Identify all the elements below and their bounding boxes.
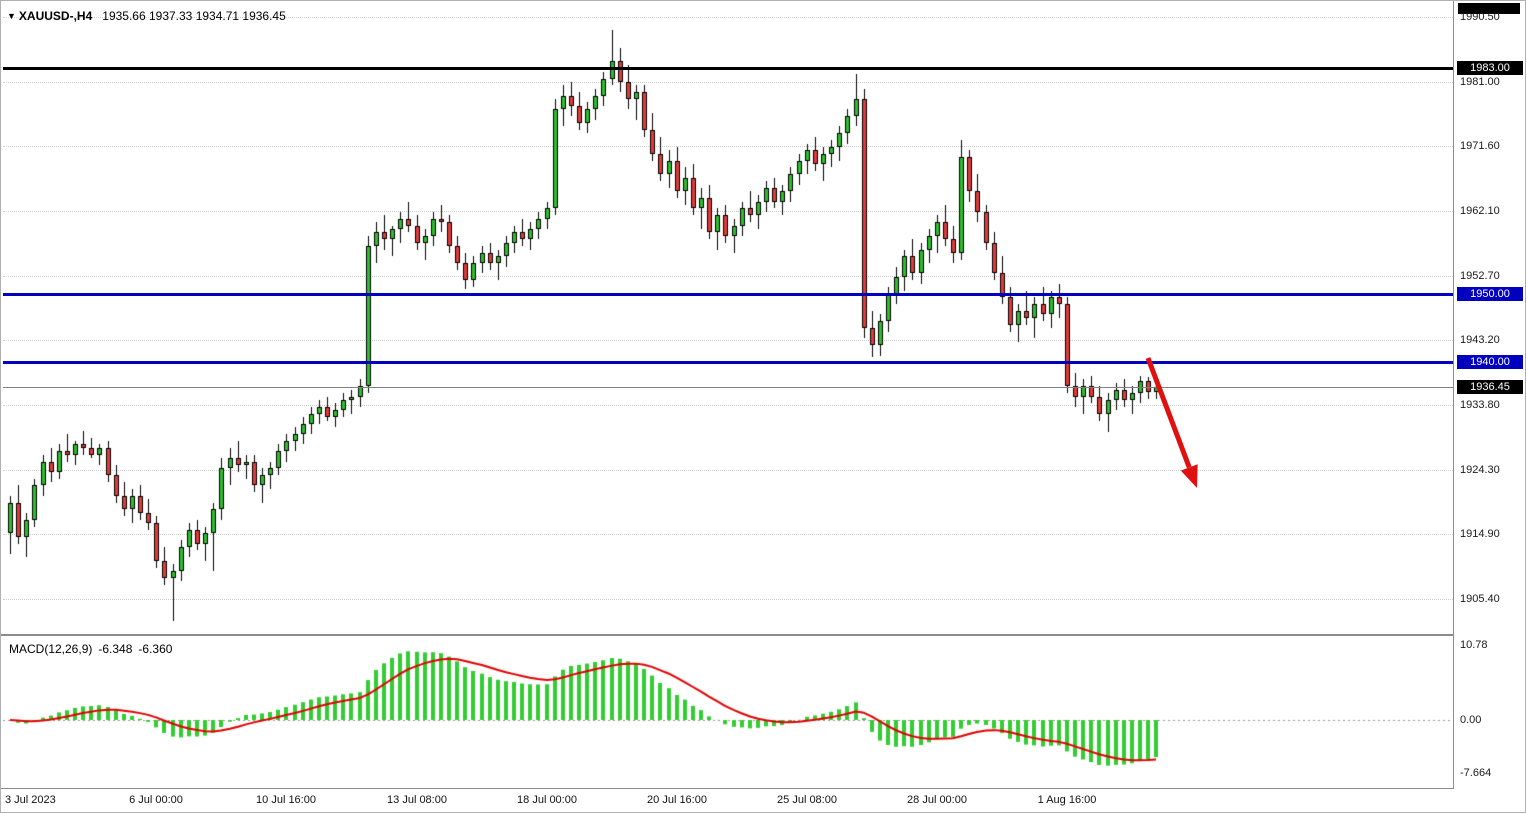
price-tick-1981.00: 1981.00 bbox=[1460, 75, 1500, 88]
price-tick-1905.40: 1905.40 bbox=[1460, 592, 1500, 605]
time-tick: 13 Jul 08:00 bbox=[387, 794, 447, 806]
price-badge-1940.00: 1940.00 bbox=[1457, 355, 1523, 369]
price-axis[interactable]: 1990.50 1981.00 1971.60 1962.10 1952.70 1943.… bbox=[1453, 1, 1525, 789]
time-tick: 20 Jul 16:00 bbox=[647, 794, 707, 806]
time-axis[interactable]: 3 Jul 2023 6 Jul 00:00 10 Jul 16:00 13 Jul … bbox=[1, 789, 1525, 812]
ohlc-values: 1935.66 1937.33 1934.71 1936.45 bbox=[102, 9, 286, 23]
time-tick: 6 Jul 00:00 bbox=[129, 794, 183, 806]
macd-value-signal: -6.360 bbox=[138, 642, 173, 656]
macd-title-text: MACD(12,26,9) bbox=[9, 642, 93, 656]
time-tick: 18 Jul 00:00 bbox=[517, 794, 577, 806]
macd-tick--7.664: -7.664 bbox=[1460, 767, 1492, 780]
macd-indicator-chart[interactable] bbox=[3, 637, 1453, 787]
macd-title: MACD(12,26,9) -6.348 -6.360 bbox=[9, 642, 178, 656]
macd-tick-10.78: 10.78 bbox=[1460, 639, 1488, 652]
macd-value-main: -6.348 bbox=[98, 642, 133, 656]
price-tick-1952.70: 1952.70 bbox=[1460, 269, 1500, 282]
symbol-period-label: XAUUSD-,H4 bbox=[18, 9, 93, 23]
price-badge-1950.00: 1950.00 bbox=[1457, 287, 1523, 301]
price-badge-1983.00: 1983.00 bbox=[1457, 61, 1523, 75]
time-tick: 3 Jul 2023 bbox=[5, 794, 56, 806]
panel-divider[interactable] bbox=[1, 634, 1525, 636]
time-tick: 1 Aug 16:00 bbox=[1037, 794, 1097, 806]
time-tick: 25 Jul 08:00 bbox=[777, 794, 837, 806]
time-tick: 28 Jul 00:00 bbox=[907, 794, 967, 806]
time-axis-border bbox=[1, 788, 1525, 789]
price-tick-1933.80: 1933.80 bbox=[1460, 398, 1500, 411]
price-tick-1962.10: 1962.10 bbox=[1460, 205, 1500, 218]
time-tick: 10 Jul 16:00 bbox=[256, 794, 316, 806]
price-badge-1936.45: 1936.45 bbox=[1457, 380, 1523, 394]
chart-title: ▼ XAUUSD-,H4 1935.66 1937.33 1934.71 1936.… bbox=[7, 9, 286, 23]
axis-corner-box bbox=[1458, 3, 1520, 14]
triangle-marker-icon: ▼ bbox=[7, 11, 16, 21]
price-tick-1990.50: 1990.50 bbox=[1460, 11, 1500, 23]
macd-tick-0.00: 0.00 bbox=[1460, 714, 1482, 726]
price-tick-1924.30: 1924.30 bbox=[1460, 463, 1500, 476]
price-tick-1971.60: 1971.60 bbox=[1460, 140, 1500, 153]
price-tick-1943.20: 1943.20 bbox=[1460, 334, 1500, 347]
price-tick-1914.90: 1914.90 bbox=[1460, 528, 1500, 541]
candlestick-chart[interactable] bbox=[3, 1, 1453, 634]
